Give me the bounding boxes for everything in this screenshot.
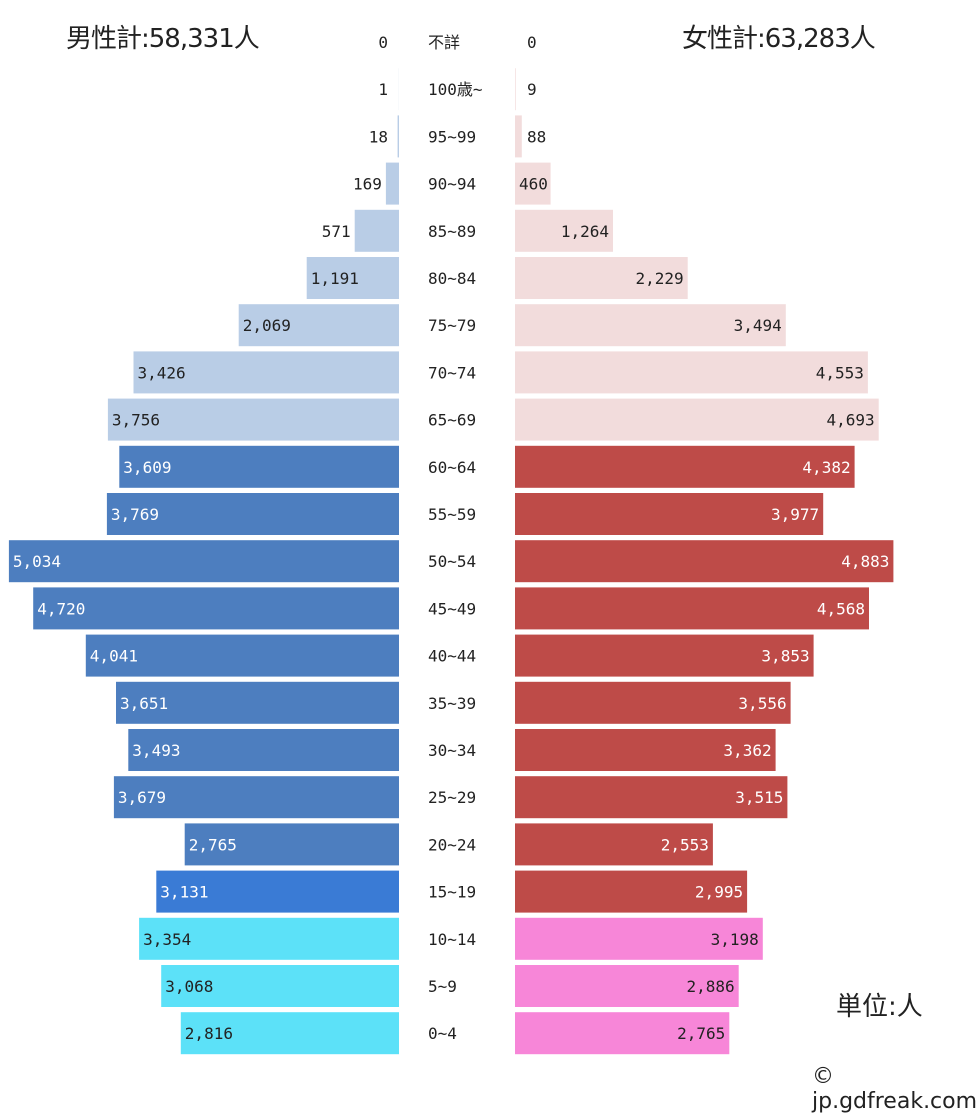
male-value-label: 3,354 <box>143 930 191 949</box>
female-value-label: 2,765 <box>677 1024 725 1043</box>
male-value-label: 4,720 <box>37 599 85 618</box>
male-value-label: 3,679 <box>118 788 166 807</box>
female-value-label: 4,883 <box>841 552 889 571</box>
female-value-label: 2,995 <box>695 883 743 902</box>
male-value-label: 571 <box>322 222 351 241</box>
male-value-label: 3,756 <box>112 411 160 430</box>
female-bar <box>515 540 893 582</box>
male-value-label: 0 <box>378 33 388 52</box>
age-category-label: 50~54 <box>428 552 476 571</box>
male-value-label: 3,651 <box>120 694 168 713</box>
age-category-label: 90~94 <box>428 175 476 194</box>
age-category-label: 20~24 <box>428 835 476 854</box>
female-value-label: 1,264 <box>561 222 609 241</box>
age-category-label: 60~64 <box>428 458 476 477</box>
female-value-label: 2,229 <box>636 269 684 288</box>
age-category-label: 0~4 <box>428 1024 457 1043</box>
female-value-label: 2,886 <box>687 977 735 996</box>
female-value-label: 9 <box>527 80 537 99</box>
age-category-label: 10~14 <box>428 930 476 949</box>
female-value-label: 3,515 <box>735 788 783 807</box>
male-value-label: 3,493 <box>132 741 180 760</box>
female-value-label: 3,853 <box>761 647 809 666</box>
male-value-label: 5,034 <box>13 552 61 571</box>
female-value-label: 3,977 <box>771 505 819 524</box>
unit-label: 単位:人 <box>836 986 923 1023</box>
female-bar <box>515 399 879 441</box>
female-value-label: 4,553 <box>816 363 864 382</box>
age-category-label: 75~79 <box>428 316 476 335</box>
male-value-label: 1 <box>378 80 388 99</box>
male-value-label: 169 <box>353 175 382 194</box>
male-value-label: 18 <box>369 127 388 146</box>
credit-text: © jp.gdfreak.com <box>812 1064 977 1114</box>
age-category-label: 40~44 <box>428 647 476 666</box>
age-category-label: 25~29 <box>428 788 476 807</box>
female-bar <box>515 115 522 157</box>
male-value-label: 2,765 <box>189 835 237 854</box>
male-bar <box>33 587 399 629</box>
female-value-label: 2,553 <box>661 835 709 854</box>
male-bar <box>9 540 399 582</box>
age-category-label: 30~34 <box>428 741 476 760</box>
female-value-label: 88 <box>527 127 546 146</box>
female-value-label: 3,556 <box>738 694 786 713</box>
male-value-label: 3,609 <box>123 458 171 477</box>
age-category-label: 65~69 <box>428 411 476 430</box>
age-category-label: 35~39 <box>428 694 476 713</box>
age-category-label: 80~84 <box>428 269 476 288</box>
male-value-label: 1,191 <box>311 269 359 288</box>
female-value-label: 3,198 <box>711 930 759 949</box>
age-category-label: 5~9 <box>428 977 457 996</box>
female-value-label: 4,382 <box>802 458 850 477</box>
age-category-label: 45~49 <box>428 599 476 618</box>
age-category-label: 70~74 <box>428 363 476 382</box>
male-value-label: 3,068 <box>165 977 213 996</box>
female-value-label: 3,362 <box>723 741 771 760</box>
male-value-label: 3,426 <box>138 363 186 382</box>
age-category-label: 55~59 <box>428 505 476 524</box>
age-category-label: 85~89 <box>428 222 476 241</box>
age-category-label: 95~99 <box>428 127 476 146</box>
male-value-label: 3,131 <box>160 883 208 902</box>
female-value-label: 460 <box>519 175 548 194</box>
age-category-label: 不詳 <box>428 33 460 52</box>
female-value-label: 0 <box>527 33 537 52</box>
female-bar <box>515 68 516 110</box>
male-value-label: 2,069 <box>243 316 291 335</box>
male-bar <box>386 163 399 205</box>
male-value-label: 2,816 <box>185 1024 233 1043</box>
male-bar <box>355 210 399 252</box>
age-category-label: 15~19 <box>428 883 476 902</box>
female-value-label: 4,568 <box>817 599 865 618</box>
male-value-label: 3,769 <box>111 505 159 524</box>
age-category-label: 100歳~ <box>428 80 483 99</box>
male-bar <box>398 115 399 157</box>
female-value-label: 4,693 <box>827 411 875 430</box>
female-value-label: 3,494 <box>734 316 782 335</box>
male-value-label: 4,041 <box>90 647 138 666</box>
